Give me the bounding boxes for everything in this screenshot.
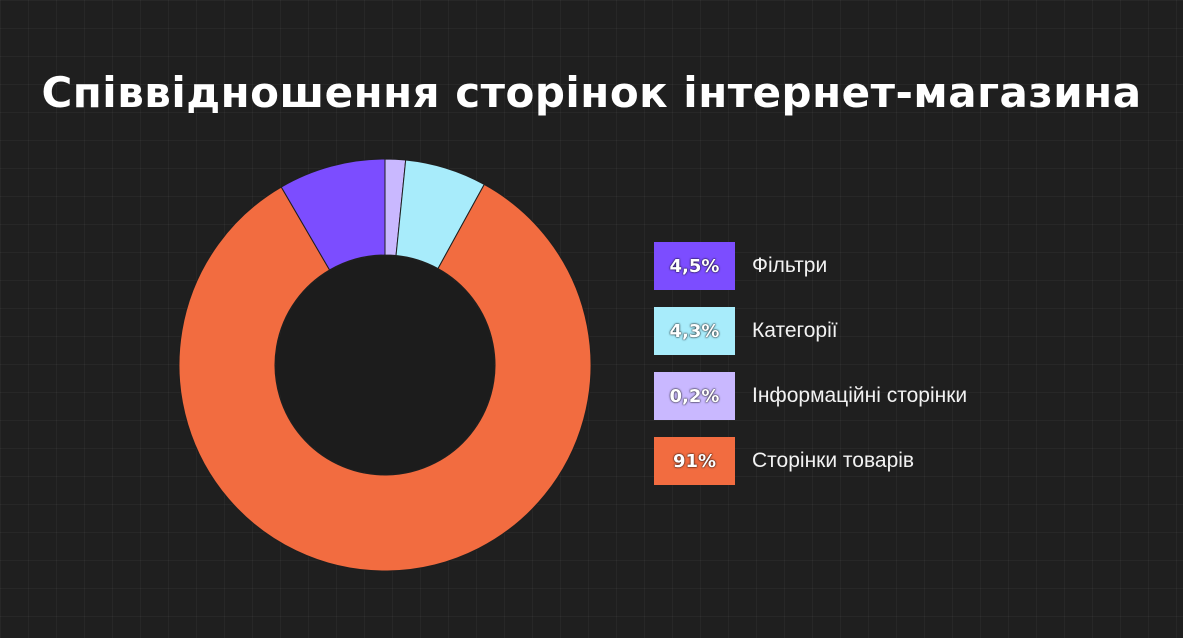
donut-chart	[178, 158, 592, 572]
legend-item: 4,3% Категорії	[654, 307, 967, 355]
legend-value-badge: 4,3%	[654, 307, 735, 355]
legend-value-badge: 4,5%	[654, 242, 735, 290]
legend-label: Сторінки товарів	[752, 449, 915, 472]
legend-label: Категорії	[752, 319, 838, 342]
chart-legend: 4,5% Фільтри 4,3% Категорії 0,2% Інформаційні…	[654, 242, 967, 502]
legend-item: 0,2% Інформаційні сторінки	[654, 372, 967, 420]
donut-slice-2	[178, 183, 592, 572]
legend-label: Інформаційні сторінки	[752, 384, 968, 407]
donut-slice-3	[280, 158, 386, 271]
legend-label: Фільтри	[752, 254, 828, 277]
chart-title: Співвідношення сторінок інтернет-магазин…	[41, 68, 1142, 117]
legend-value-badge: 0,2%	[654, 372, 735, 420]
legend-value-badge: 91%	[654, 437, 735, 485]
legend-item: 91% Сторінки товарів	[654, 437, 967, 485]
donut-hole	[276, 256, 494, 474]
legend-item: 4,5% Фільтри	[654, 242, 967, 290]
